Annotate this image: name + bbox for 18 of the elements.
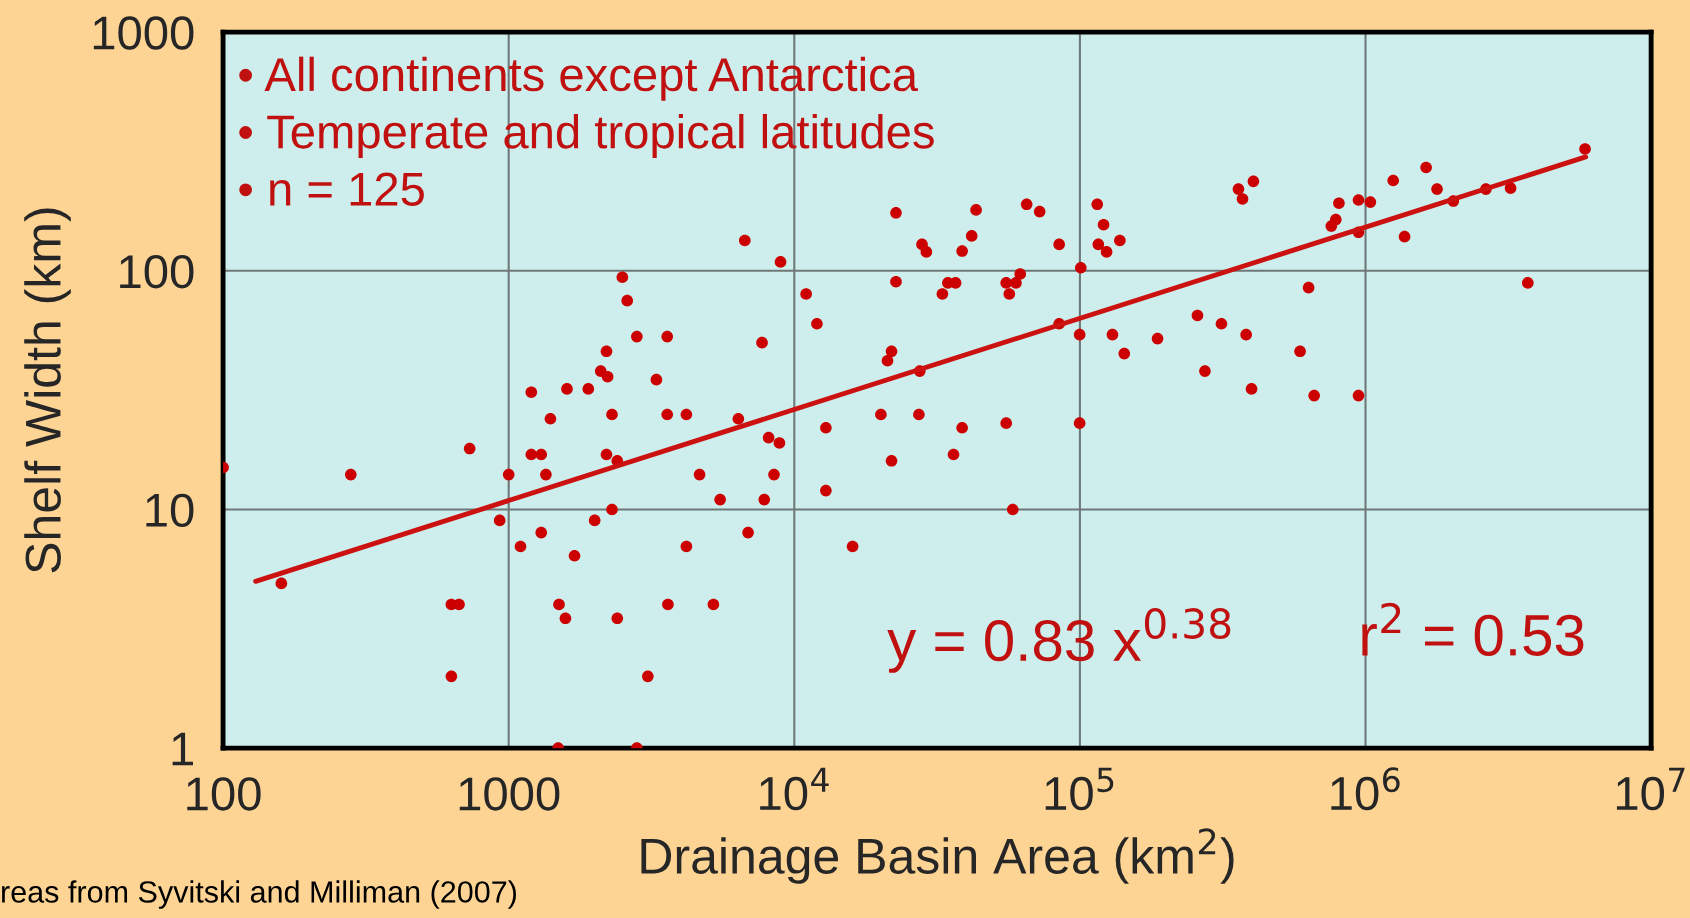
annotation: y = 0.83 x$^{0.38}$ [887,608,1231,673]
x-tick-label: 10$^{5}$ [1045,767,1114,811]
annotation: r$^{2}$ = 0.53 [1362,602,1584,656]
y-tick-label: 1000 [93,16,194,50]
x-tick-label: 100 [187,777,261,811]
y-tick-label: 1 [172,732,193,766]
x-axis-title: Drainage Basin Area (km$^{2}$) [641,828,1234,884]
annotation: • All continents except Antarctica [239,56,919,101]
x-tick-label: 10$^{4}$ [760,767,829,811]
x-tick-label: 10$^{6}$ [1331,767,1400,811]
annotation: • n = 125 [239,172,424,206]
y-tick-label: 100 [120,254,194,289]
annotation: • Temperate and tropical latitudes [239,113,934,158]
text: reas from Syvitski and Milliman (2007) [2,880,517,909]
x-tick-label: 10$^{7}$ [1616,767,1685,811]
y-tick-label: 10 [146,493,194,528]
x-tick-label: 1000 [459,777,560,811]
y-axis-title: Shelf Width (km) [24,208,71,573]
